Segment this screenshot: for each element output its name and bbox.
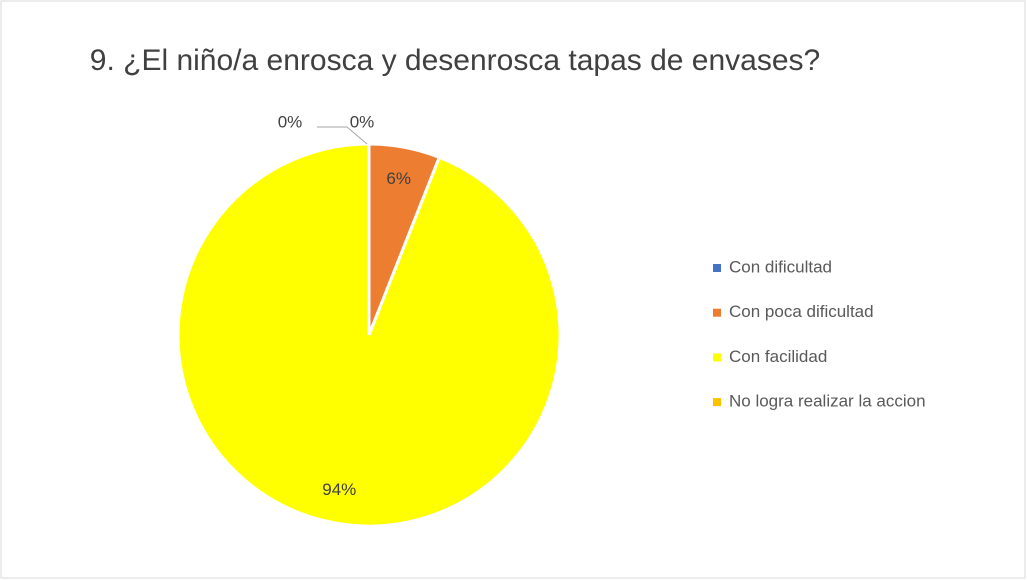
legend-label: Con dificultad <box>729 257 832 276</box>
leader-line <box>317 126 368 145</box>
legend-label: Con poca dificultad <box>729 302 874 321</box>
legend-label: Con facilidad <box>729 347 827 366</box>
legend-label: No logra realizar la accion <box>729 392 926 411</box>
data-label: 6% <box>386 169 411 188</box>
data-label: 0% <box>278 112 303 131</box>
data-label: 0% <box>350 112 375 131</box>
data-label: 94% <box>322 480 356 499</box>
legend-swatch <box>713 308 721 317</box>
legend-swatch <box>713 264 721 272</box>
legend-swatch <box>713 353 721 362</box>
chart-title: 9. ¿El niño/a enrosca y desenrosca tapas… <box>90 44 820 77</box>
legend-swatch <box>713 398 721 407</box>
